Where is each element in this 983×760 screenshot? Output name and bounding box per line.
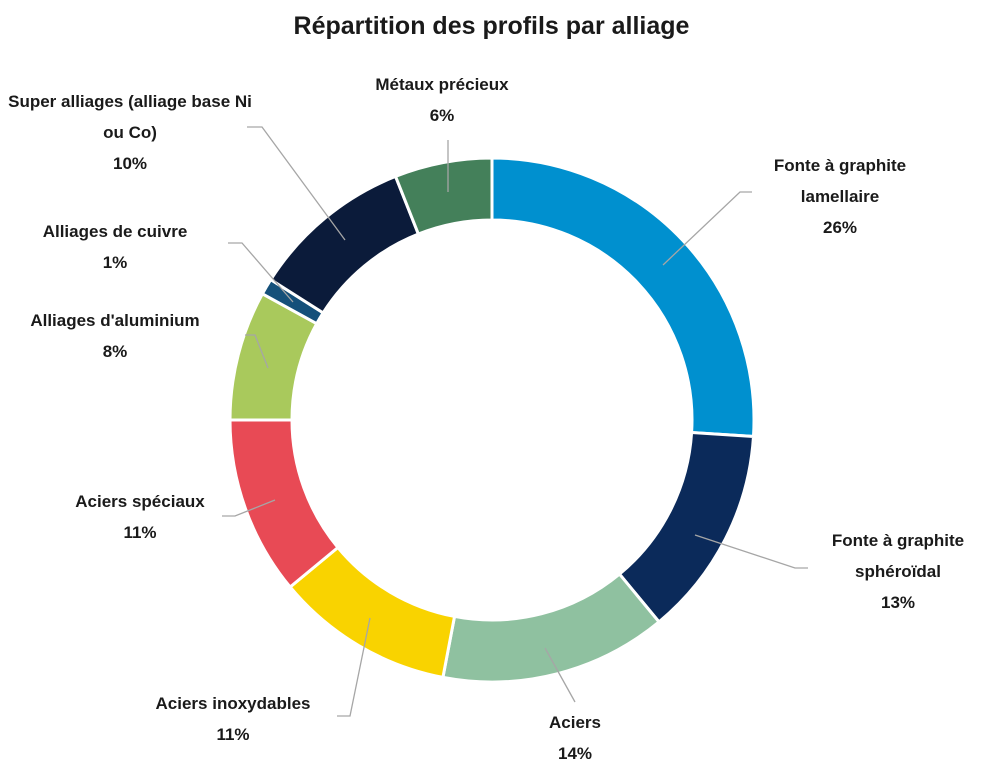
value-label: 11% <box>123 523 157 542</box>
slice-label: Aciers spéciaux <box>75 492 205 511</box>
leader-line <box>694 534 808 569</box>
value-label: 11% <box>216 725 250 744</box>
slice-label: Aciers <box>549 713 601 732</box>
value-label: 1% <box>102 253 128 272</box>
value-label: 26% <box>822 218 858 237</box>
leader-line <box>247 126 346 241</box>
donut-slice <box>441 571 662 684</box>
slice-label: Fonte à graphite lamellaire <box>773 156 907 206</box>
donut-slice <box>617 430 756 624</box>
leader-line <box>544 647 576 703</box>
slice-label: Super alliages (alliage base Ni ou Co) <box>8 92 252 142</box>
value-label: 14% <box>557 744 593 760</box>
leader-line <box>245 334 269 369</box>
leader-line <box>662 191 752 266</box>
donut-slice <box>393 156 494 236</box>
slice-label: Aciers inoxydables <box>155 694 311 713</box>
donut-slice <box>490 156 756 439</box>
chart-title: Répartition des profils par alliage <box>293 12 690 40</box>
slice-label: Alliages de cuivre <box>42 222 188 241</box>
value-label: 10% <box>112 154 148 173</box>
slice-label: Alliages d'aluminium <box>30 311 200 330</box>
slice-label: Métaux précieux <box>375 75 509 94</box>
donut-slice <box>228 418 341 590</box>
value-label: 13% <box>880 593 916 612</box>
slice-label: Fonte à graphite sphéroïdal <box>831 531 965 581</box>
leader-line <box>228 242 294 303</box>
value-label: 6% <box>429 106 455 125</box>
donut-slice <box>268 174 421 315</box>
leader-line <box>222 499 276 517</box>
leader-line <box>337 617 371 717</box>
value-label: 8% <box>102 342 128 361</box>
